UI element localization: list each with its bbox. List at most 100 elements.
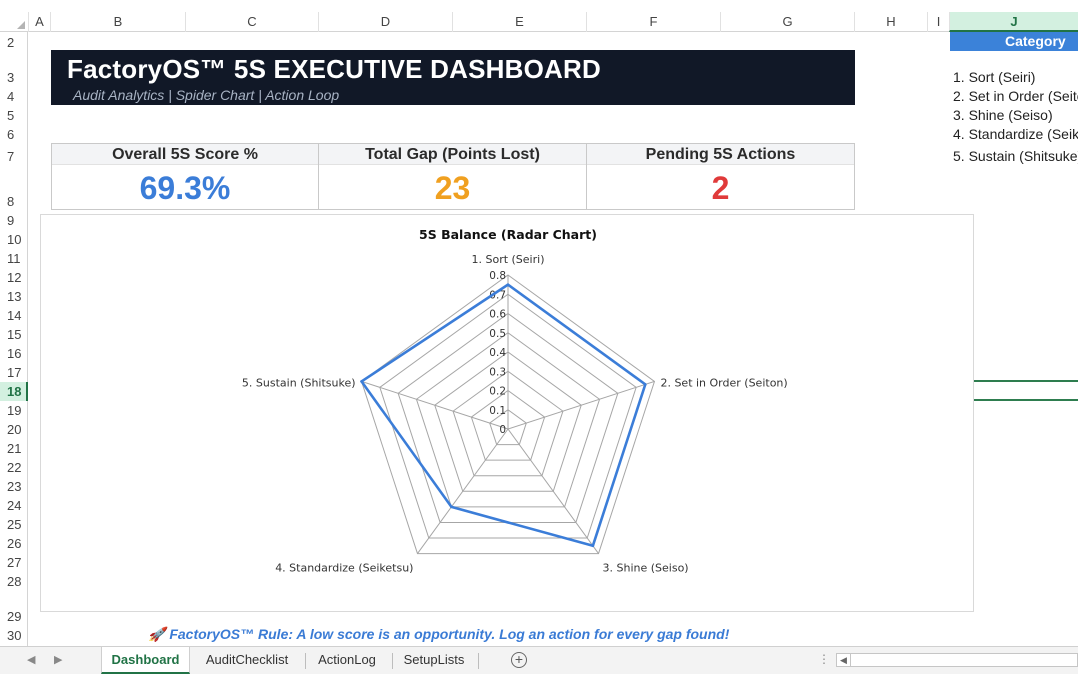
prev-sheet-icon[interactable]: ◀ <box>27 654 36 666</box>
column-header-i[interactable]: I <box>927 12 949 32</box>
row-header[interactable]: 29 <box>7 609 22 624</box>
row-header[interactable]: 7 <box>7 149 15 164</box>
radar-tick-label: 0.7 <box>489 289 506 301</box>
radar-grid-ring <box>379 293 637 539</box>
select-all-button[interactable] <box>0 12 28 32</box>
row-header[interactable]: 22 <box>7 460 22 475</box>
kpi-label: Total Gap (Points Lost) <box>319 144 586 165</box>
radar-tick-label: 0 <box>499 424 506 436</box>
row-header[interactable]: 2 <box>7 35 15 50</box>
chart-title: 5S Balance (Radar Chart) <box>419 227 597 242</box>
radar-data-point <box>360 380 363 383</box>
row-header[interactable]: 8 <box>7 194 15 209</box>
scroll-left-icon[interactable]: ◀ <box>837 654 851 666</box>
radar-spoke <box>507 428 599 554</box>
kpi-value-overall-score: 69.3% <box>139 170 231 206</box>
column-header-e[interactable]: E <box>452 12 586 32</box>
tab-dashboard[interactable]: Dashboard <box>101 647 190 674</box>
radar-data-point <box>506 283 510 286</box>
dashboard-subtitle: Audit Analytics | Spider Chart | Action … <box>73 87 340 103</box>
kpi-value-total-gap: 23 <box>434 170 471 206</box>
row-header[interactable]: 14 <box>7 308 22 323</box>
category-item[interactable]: 5. Sustain (Shitsuke) <box>953 148 1078 164</box>
radar-category-label: 5. Sustain (Shitsuke) <box>242 376 356 389</box>
radar-data-point <box>591 544 595 548</box>
row-header[interactable]: 3 <box>7 70 15 85</box>
selection-border-bottom <box>974 399 1078 401</box>
more-options-icon[interactable]: ⋮ <box>818 652 830 666</box>
radar-category-label: 1. Sort (Seiri) <box>471 253 544 266</box>
row-header[interactable]: 26 <box>7 536 22 551</box>
column-header-h[interactable]: H <box>854 12 927 32</box>
tab-separator <box>478 653 479 669</box>
row-header[interactable]: 11 <box>7 251 21 266</box>
row-header-bar: 2 3 4 5 6 7 8 9 10 11 12 13 14 15 16 17 … <box>0 32 28 646</box>
horizontal-scrollbar[interactable]: ◀ <box>836 653 1078 667</box>
category-item[interactable]: 4. Standardize (Seiketsu) <box>953 126 1078 142</box>
row-header-selected[interactable]: 18 <box>0 382 28 401</box>
row-header[interactable]: 24 <box>7 498 22 513</box>
category-item[interactable]: 3. Shine (Seiso) <box>953 107 1053 123</box>
row-header[interactable]: 9 <box>7 213 15 228</box>
row-header[interactable]: 17 <box>7 365 22 380</box>
radar-tick-label: 0.4 <box>489 347 506 359</box>
radar-tick-label: 0.2 <box>489 386 506 398</box>
kpi-card-pending-actions: Pending 5S Actions 2 <box>586 143 855 210</box>
column-header-j[interactable]: J <box>949 12 1078 32</box>
radar-grid-ring <box>470 389 546 461</box>
column-header-f[interactable]: F <box>586 12 720 32</box>
column-header-a[interactable]: A <box>28 12 50 32</box>
tab-audit-checklist[interactable]: AuditChecklist <box>205 652 289 667</box>
row-header[interactable]: 15 <box>7 327 22 342</box>
tab-action-log[interactable]: ActionLog <box>318 652 376 667</box>
row-header[interactable]: 21 <box>7 441 22 456</box>
radar-spoke <box>507 380 655 430</box>
row-header[interactable]: 28 <box>7 574 22 589</box>
radar-tick-label: 0.5 <box>489 328 506 340</box>
radar-spoke <box>417 428 509 554</box>
row-header[interactable]: 4 <box>7 89 15 104</box>
row-header[interactable]: 30 <box>7 628 22 643</box>
radar-grid-ring <box>415 332 601 508</box>
dashboard-title: FactoryOS™ 5S EXECUTIVE DASHBOARD <box>67 54 601 84</box>
row-header[interactable]: 16 <box>7 346 22 361</box>
row-header[interactable]: 13 <box>7 289 22 304</box>
factoryos-rule-text: 🚀 FactoryOS™ Rule: A low score is an opp… <box>148 626 730 642</box>
radar-category-label: 4. Standardize (Seiketsu) <box>275 562 413 575</box>
row-header[interactable]: 20 <box>7 422 22 437</box>
category-item[interactable]: 1. Sort (Seiri) <box>953 69 1036 85</box>
row-header[interactable]: 5 <box>7 108 15 123</box>
category-item[interactable]: 2. Set in Order (Seiton) <box>953 88 1078 104</box>
radar-chart-svg: 5S Balance (Radar Chart) 0 0.1 0.2 0.3 0.4 0.5… <box>242 227 788 575</box>
column-header-b[interactable]: B <box>50 12 185 32</box>
add-sheet-icon[interactable]: + <box>511 652 527 668</box>
tab-setup-lists[interactable]: SetupLists <box>403 652 465 667</box>
row-header[interactable]: 27 <box>7 555 22 570</box>
radar-tick-label: 0.3 <box>489 366 506 378</box>
radar-tick-label: 0.1 <box>489 405 506 417</box>
column-header-bar: A B C D E F G H I J <box>0 0 1078 32</box>
radar-grid-ring <box>360 274 656 555</box>
column-header-d[interactable]: D <box>318 12 452 32</box>
radar-data-point <box>644 383 647 386</box>
radar-category-label: 3. Shine (Seiso) <box>603 562 689 575</box>
column-header-c[interactable]: C <box>185 12 318 32</box>
category-column-header[interactable]: Category <box>950 32 1078 51</box>
row-header[interactable]: 25 <box>7 517 22 532</box>
radar-chart[interactable]: 5S Balance (Radar Chart) 0 0.1 0.2 0.3 0.4 0.5… <box>40 214 974 612</box>
radar-category-label: 2. Set in Order (Seiton) <box>660 376 787 389</box>
row-header[interactable]: 6 <box>7 127 15 142</box>
row-header[interactable]: 19 <box>7 403 22 418</box>
kpi-card-overall-score: Overall 5S Score % 69.3% <box>51 143 319 210</box>
row-header[interactable]: 12 <box>7 270 22 285</box>
tab-separator <box>392 653 393 669</box>
kpi-label: Overall 5S Score % <box>52 144 318 165</box>
row-header[interactable]: 23 <box>7 479 22 494</box>
radar-data-point <box>450 505 453 509</box>
column-header-g[interactable]: G <box>720 12 854 32</box>
next-sheet-icon[interactable]: ▶ <box>54 654 63 666</box>
kpi-value-pending-actions: 2 <box>711 170 730 206</box>
radar-spoke <box>361 380 509 430</box>
radar-series-line <box>360 283 647 548</box>
row-header[interactable]: 10 <box>7 232 22 247</box>
